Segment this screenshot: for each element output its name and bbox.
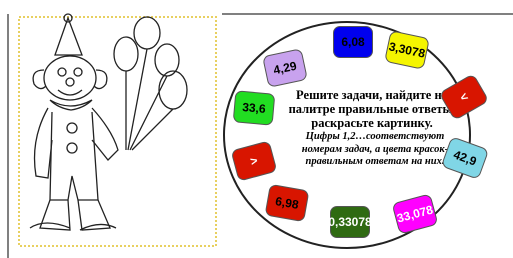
instruction-note: Цифры 1,2…соответствуют номерам задач, а… bbox=[290, 131, 460, 169]
clown-drawing bbox=[30, 14, 187, 230]
color-swatch: 0,33078 bbox=[330, 206, 370, 238]
instruction-main: Решите задачи, найдите на палитре правил… bbox=[278, 88, 466, 130]
color-swatch: 33,6 bbox=[233, 90, 276, 125]
color-swatch: 6,98 bbox=[265, 184, 310, 222]
picture-frame bbox=[19, 17, 216, 246]
page: {"instructions": {"main": "Решите задачи… bbox=[0, 0, 513, 258]
color-swatch: 6,08 bbox=[333, 26, 373, 58]
